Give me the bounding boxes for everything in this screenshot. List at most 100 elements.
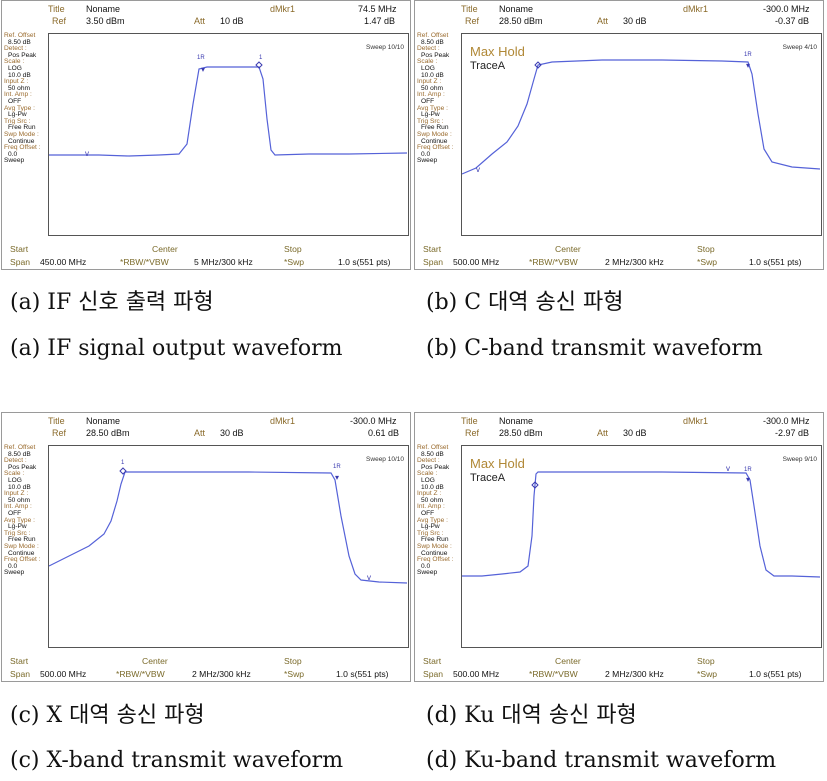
scale-label: Scale : (4, 470, 25, 478)
svg-text:▾: ▾ (746, 61, 750, 70)
settings-sidebar: Ref. Offset 8.50 dB Detect : Pos Peak Sc… (4, 32, 46, 165)
swp-mode-label: Swp Mode : (417, 130, 452, 138)
scale-value: LOG (8, 476, 22, 484)
avg-type-label: Avg Type : (417, 104, 448, 112)
settings-sidebar: Ref. Offset 8.50 dB Detect : Pos Peak Sc… (417, 444, 459, 577)
avg-type-label: Avg Type : (4, 516, 35, 524)
caption-a-korean: (a) IF 신호 출력 파형 (10, 290, 214, 315)
rbw-label: *RBW/*VBW (529, 669, 578, 679)
ref-value: 28.50 dBm (86, 428, 130, 438)
marker-level: 0.61 dB (368, 428, 400, 438)
scale-label: Scale : (417, 470, 438, 478)
scale-value: LOG (8, 64, 22, 72)
max-hold-label: Max Hold (470, 456, 525, 471)
start-label: Start (10, 656, 29, 666)
marker-label: dMkr1 (683, 416, 709, 426)
center-label: Center (555, 656, 581, 666)
detect-label: Detect : (4, 457, 27, 465)
spectrum-panel-c: Title Noname dMkr1 -300.0 MHz Ref 28.50 … (1, 412, 411, 682)
spectrum-panel-b: Title Noname dMkr1 -300.0 MHz Ref 28.50 … (414, 0, 824, 270)
swp-mode-label: Swp Mode : (4, 130, 39, 138)
avg-type-label: Avg Type : (4, 104, 35, 112)
swp-value: 1.0 s(551 pts) (749, 257, 802, 267)
start-label: Start (423, 244, 442, 254)
settings-sidebar: Ref. Offset 8.50 dB Detect : Pos Peak Sc… (4, 444, 46, 577)
att-label: Att (194, 16, 206, 26)
marker-frequency: -300.0 MHz (350, 416, 397, 426)
ref-value: 28.50 dBm (499, 16, 543, 26)
att-label: Att (194, 428, 206, 438)
freq-offset-value: 0.0 (8, 150, 18, 158)
span-label: Span (423, 669, 444, 679)
trace-plot: v 1R ▾ Max Hold TraceA Sweep 4/10 (461, 33, 822, 236)
rbw-label: *RBW/*VBW (120, 257, 169, 267)
ref-offset-label: Ref. Offset (4, 444, 36, 451)
ref-offset-label: Ref. Offset (4, 32, 36, 39)
ref-value: 28.50 dBm (499, 428, 543, 438)
rbw-label: *RBW/*VBW (529, 257, 578, 267)
svg-text:v: v (726, 464, 730, 473)
span-value: 500.00 MHz (453, 257, 500, 267)
input-z-label: Input Z : (417, 490, 442, 498)
scale-div-value: 10.0 dB (421, 71, 444, 79)
ref-offset-value: 8.50 dB (8, 450, 31, 458)
input-z-value: 50 ohm (8, 84, 30, 92)
marker-diamond-icon (119, 467, 127, 475)
marker-label: dMkr1 (683, 4, 709, 14)
scale-div-value: 10.0 dB (8, 71, 31, 79)
caption-d-english: (d) Ku-band transmit waveform (426, 748, 777, 773)
input-z-value: 50 ohm (421, 84, 443, 92)
start-label: Start (10, 244, 29, 254)
svg-text:▾: ▾ (335, 473, 339, 482)
caption-b-english: (b) C-band transmit waveform (426, 336, 763, 361)
avg-type-value: Lg-Pw (8, 111, 27, 119)
detect-value: Pos Peak (8, 463, 37, 471)
span-value: 450.00 MHz (40, 257, 87, 267)
avg-type-label: Avg Type : (417, 516, 448, 524)
swp-label: *Swp (284, 669, 305, 679)
detect-label: Detect : (417, 457, 440, 465)
span-label: Span (10, 669, 31, 679)
spectrum-panel-a: Title Noname dMkr1 74.5 MHz Ref 3.50 dBm… (1, 0, 411, 270)
sweep-label: Sweep (417, 157, 438, 165)
marker-frequency: -300.0 MHz (763, 416, 810, 426)
trig-src-label: Trig Src : (417, 529, 444, 537)
center-label: Center (142, 656, 168, 666)
svg-text:1R: 1R (744, 52, 752, 58)
marker-level: 1.47 dB (364, 16, 396, 26)
sweep-status: Sweep 4/10 (782, 44, 817, 51)
int-amp-value: OFF (8, 509, 22, 517)
detect-label: Detect : (4, 45, 27, 53)
scale-div-value: 10.0 dB (8, 483, 31, 491)
marker-level: -0.37 dB (775, 16, 810, 26)
trig-src-value: Free Run (8, 536, 36, 544)
center-label: Center (555, 244, 581, 254)
svg-text:1: 1 (259, 55, 263, 61)
caption-d-korean: (d) Ku 대역 송신 파형 (426, 703, 637, 728)
sweep-label: Sweep (417, 569, 438, 577)
title-value: Noname (499, 4, 534, 14)
rbw-value: 2 MHz/300 kHz (605, 669, 664, 679)
att-value: 30 dB (623, 16, 647, 26)
settings-sidebar: Ref. Offset 8.50 dB Detect : Pos Peak Sc… (417, 32, 459, 165)
rbw-value: 2 MHz/300 kHz (605, 257, 664, 267)
input-z-value: 50 ohm (8, 496, 30, 504)
avg-type-value: Lg-Pw (421, 111, 440, 119)
spectrum-panel-d: Title Noname dMkr1 -300.0 MHz Ref 28.50 … (414, 412, 824, 682)
title-value: Noname (86, 416, 121, 426)
svg-text:▾: ▾ (746, 475, 750, 484)
swp-mode-label: Swp Mode : (417, 542, 452, 550)
trig-src-label: Trig Src : (4, 529, 31, 537)
freq-offset-label: Freq Offset : (417, 556, 454, 564)
int-amp-label: Int. Amp : (417, 91, 445, 99)
att-value: 30 dB (623, 428, 647, 438)
svg-text:v: v (476, 165, 480, 174)
max-hold-label: Max Hold (470, 44, 525, 59)
swp-mode-value: Continue (8, 549, 35, 557)
sweep-status: Sweep 9/10 (782, 456, 817, 463)
trace-name: TraceA (470, 60, 506, 72)
freq-offset-label: Freq Offset : (4, 556, 41, 564)
att-value: 10 dB (220, 16, 244, 26)
int-amp-value: OFF (8, 97, 22, 105)
rbw-value: 5 MHz/300 kHz (194, 257, 253, 267)
